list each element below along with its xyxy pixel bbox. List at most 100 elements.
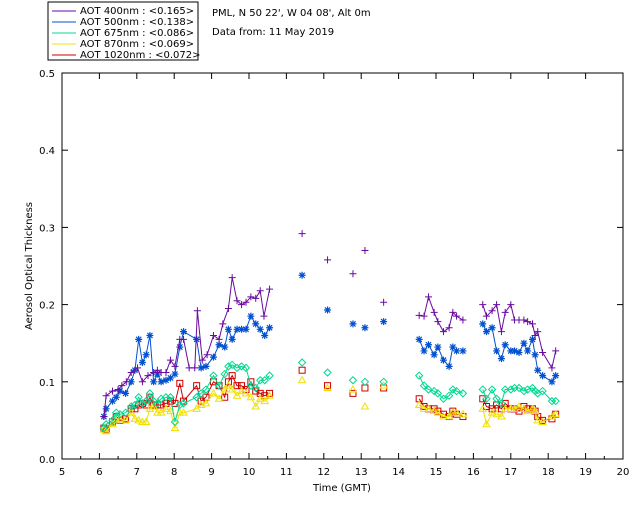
data-point bbox=[142, 401, 150, 409]
data-point bbox=[434, 318, 442, 326]
data-point bbox=[552, 347, 560, 355]
data-point bbox=[551, 409, 561, 418]
data-point bbox=[233, 382, 241, 390]
data-point bbox=[507, 347, 515, 355]
data-point bbox=[414, 371, 424, 380]
data-point bbox=[150, 378, 158, 386]
data-point bbox=[519, 404, 529, 412]
series-layer bbox=[99, 230, 561, 435]
data-point bbox=[487, 385, 497, 394]
data-point bbox=[548, 378, 556, 386]
data-point bbox=[233, 297, 241, 305]
data-point bbox=[266, 324, 274, 332]
data-point bbox=[102, 392, 110, 400]
data-point bbox=[420, 312, 428, 320]
data-point bbox=[482, 328, 490, 336]
data-point bbox=[153, 366, 161, 374]
x-tick-label: 17 bbox=[504, 467, 517, 478]
data-point bbox=[242, 298, 250, 306]
data-point bbox=[102, 405, 110, 413]
data-point bbox=[511, 347, 519, 355]
data-point bbox=[138, 359, 146, 366]
data-point bbox=[247, 293, 255, 301]
x-tick-label: 11 bbox=[280, 467, 293, 478]
data-point bbox=[238, 325, 246, 333]
data-point bbox=[497, 412, 506, 420]
data-point bbox=[260, 376, 269, 385]
x-tick-label: 12 bbox=[317, 467, 330, 478]
data-point bbox=[439, 328, 447, 336]
data-point bbox=[534, 328, 542, 336]
data-point bbox=[360, 402, 370, 410]
data-point bbox=[487, 408, 497, 416]
data-point bbox=[349, 270, 357, 278]
data-point bbox=[192, 393, 201, 402]
data-point bbox=[145, 389, 155, 398]
data-point bbox=[501, 399, 509, 407]
x-tick-label: 15 bbox=[430, 467, 443, 478]
data-point bbox=[134, 415, 144, 424]
data-point bbox=[260, 396, 270, 405]
data-point bbox=[260, 312, 268, 320]
data-point bbox=[242, 325, 250, 333]
data-point bbox=[114, 386, 122, 394]
data-point bbox=[193, 307, 201, 315]
data-point bbox=[141, 396, 151, 406]
data-point bbox=[298, 366, 306, 374]
data-point bbox=[108, 416, 117, 425]
data-point bbox=[482, 394, 491, 403]
axes: 5 6 7 8 9 10 11 12 13 14 15 16 17 18 19 20 0.0 0.1 0.2 0.3 0… bbox=[39, 69, 629, 478]
data-point bbox=[171, 362, 179, 370]
data-point bbox=[224, 325, 232, 333]
data-point bbox=[201, 385, 211, 394]
data-point bbox=[201, 398, 211, 407]
data-point bbox=[238, 382, 246, 390]
data-point bbox=[514, 402, 524, 410]
data-point bbox=[538, 386, 547, 396]
data-point bbox=[193, 335, 201, 343]
data-point bbox=[149, 396, 158, 406]
series-line bbox=[103, 364, 270, 429]
data-point bbox=[224, 362, 233, 371]
x-tick-label: 7 bbox=[134, 467, 140, 478]
data-point bbox=[126, 402, 136, 411]
legend-entry-400nm: AOT 400nm : <0.165> bbox=[80, 6, 194, 17]
data-point bbox=[415, 335, 423, 343]
data-point bbox=[180, 328, 188, 336]
data-point bbox=[449, 308, 457, 316]
data-point bbox=[493, 301, 501, 309]
data-point bbox=[507, 301, 515, 309]
data-point bbox=[348, 385, 358, 393]
data-point bbox=[478, 385, 487, 394]
data-point bbox=[101, 420, 111, 429]
data-point bbox=[324, 382, 332, 390]
data-point bbox=[108, 419, 117, 428]
x-tick-label: 20 bbox=[617, 467, 630, 478]
series-aot-400nm bbox=[100, 230, 560, 421]
data-point bbox=[232, 391, 242, 399]
data-point bbox=[118, 382, 126, 390]
data-point bbox=[458, 409, 468, 418]
data-point bbox=[453, 347, 461, 355]
data-point bbox=[150, 369, 158, 377]
data-point bbox=[171, 370, 179, 378]
data-point bbox=[452, 386, 461, 396]
data-point bbox=[361, 324, 369, 332]
x-tick-label: 19 bbox=[579, 467, 592, 478]
data-point bbox=[246, 381, 256, 390]
data-point bbox=[214, 381, 224, 390]
data-point bbox=[514, 383, 524, 393]
data-point bbox=[233, 325, 241, 333]
data-point bbox=[247, 312, 255, 320]
y-tick-label: 0.3 bbox=[39, 223, 55, 234]
data-point bbox=[430, 351, 438, 359]
data-point bbox=[209, 331, 217, 339]
x-tick-label: 16 bbox=[467, 467, 480, 478]
data-point bbox=[191, 364, 199, 372]
data-point bbox=[524, 347, 532, 355]
data-point bbox=[538, 417, 547, 425]
data-point bbox=[415, 311, 423, 319]
data-point bbox=[224, 304, 232, 312]
data-point bbox=[419, 404, 429, 412]
